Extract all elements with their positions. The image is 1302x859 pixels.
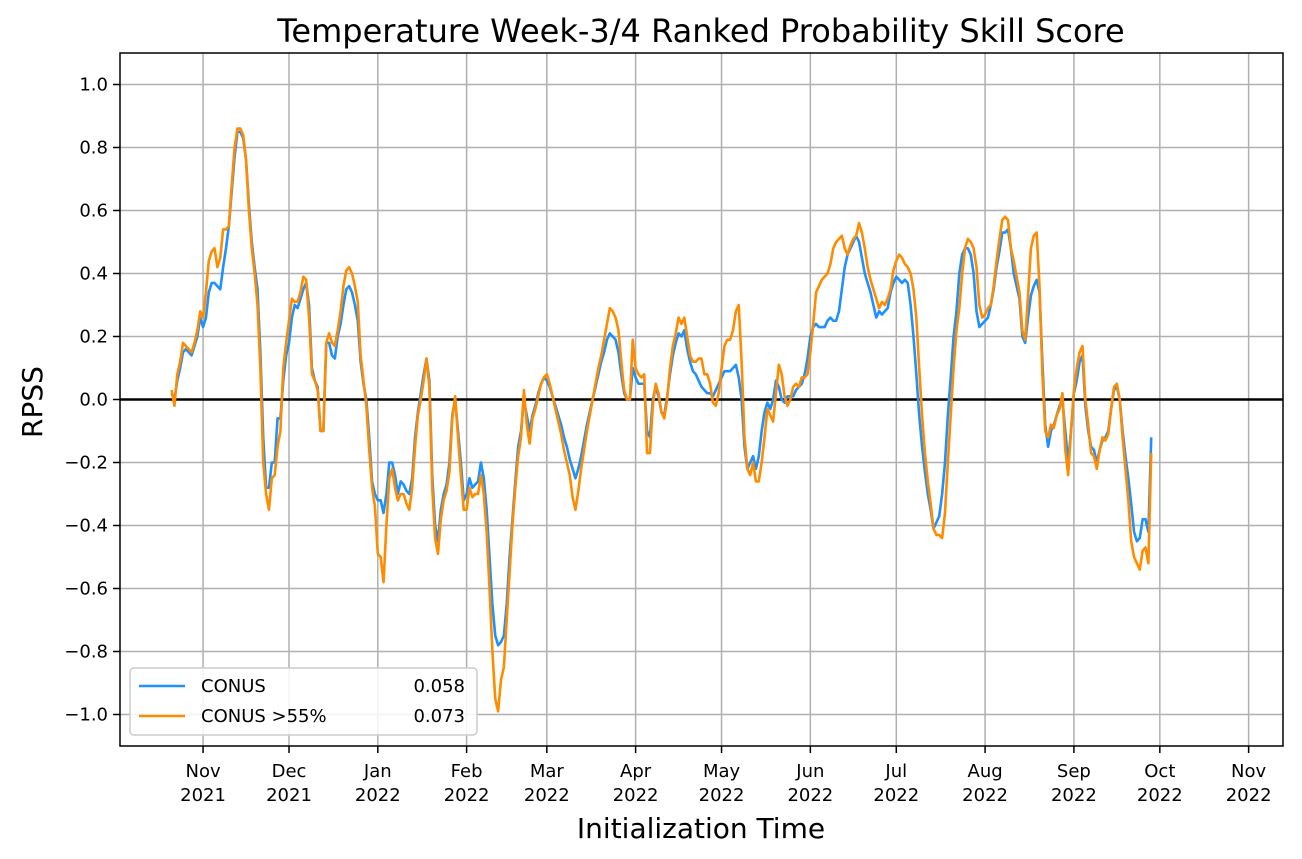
x-tick-label-month: Jan [363, 761, 392, 782]
y-tick-label: 0.6 [79, 201, 108, 222]
x-tick-label-year: 2022 [613, 785, 659, 806]
x-tick-label-year: 2022 [873, 785, 919, 806]
legend: CONUS 0.058 CONUS >55% 0.073 [129, 667, 478, 736]
x-tick-label-year: 2022 [787, 785, 833, 806]
series-line-conus-55 [170, 127, 1153, 713]
y-axis-title: RPSS [16, 366, 49, 438]
x-tick-label-year: 2022 [444, 785, 490, 806]
y-tick-label: −0.4 [64, 516, 108, 537]
x-tick-label-month: Jun [795, 761, 824, 782]
y-tick-label: −0.8 [64, 642, 108, 663]
y-tick-label: 0.0 [79, 390, 108, 411]
x-tick-label-year: 2022 [1051, 785, 1097, 806]
legend-label: CONUS >55% [201, 706, 327, 727]
x-tick-label-year: 2022 [962, 785, 1008, 806]
x-tick-label-year: 2022 [524, 785, 570, 806]
y-tick-label: 0.8 [79, 138, 108, 159]
x-tick-label-month: Nov [1231, 761, 1266, 782]
x-tick-label-month: Feb [451, 761, 483, 782]
x-tick-label-month: Aug [968, 761, 1003, 782]
x-tick-label-year: 2022 [1137, 785, 1183, 806]
chart-title: Temperature Week-3/4 Ranked Probability … [276, 12, 1124, 50]
x-tick-label-year: 2022 [1226, 785, 1272, 806]
y-axis: 1.0 0.8 0.6 0.4 0.2 0.0 −0.2 −0.4 −0.6 −0.8 −1.0 [64, 75, 120, 726]
x-tick-label-month: Sep [1057, 761, 1091, 782]
x-tick-label-year: 2022 [355, 785, 401, 806]
x-tick-label-month: Apr [620, 761, 652, 782]
y-tick-label: −1.0 [64, 705, 108, 726]
x-tick-label-month: Dec [272, 761, 307, 782]
y-tick-label: 0.4 [79, 264, 108, 285]
series-lines [170, 127, 1153, 713]
x-tick-label-month: Nov [186, 761, 221, 782]
legend-box [129, 667, 478, 736]
y-tick-label: 1.0 [79, 75, 108, 96]
x-tick-label-year: 2021 [180, 785, 226, 806]
x-tick-label-month: Mar [530, 761, 565, 782]
legend-score: 0.058 [413, 676, 465, 697]
x-axis: Nov 2021 Dec 2021 Jan 2022 Feb 2022 Mar 2022 Apr 20… [180, 746, 1272, 806]
legend-score: 0.073 [413, 706, 465, 727]
x-tick-label-month: May [703, 761, 741, 782]
x-tick-label-month: Jul [884, 761, 907, 782]
x-tick-label-month: Oct [1144, 761, 1175, 782]
x-tick-label-year: 2022 [699, 785, 745, 806]
x-tick-label-year: 2021 [266, 785, 312, 806]
legend-label: CONUS [201, 676, 266, 697]
x-axis-title: Initialization Time [577, 812, 825, 845]
y-tick-label: 0.2 [79, 327, 108, 348]
y-tick-label: −0.2 [64, 453, 108, 474]
y-tick-label: −0.6 [64, 579, 108, 600]
